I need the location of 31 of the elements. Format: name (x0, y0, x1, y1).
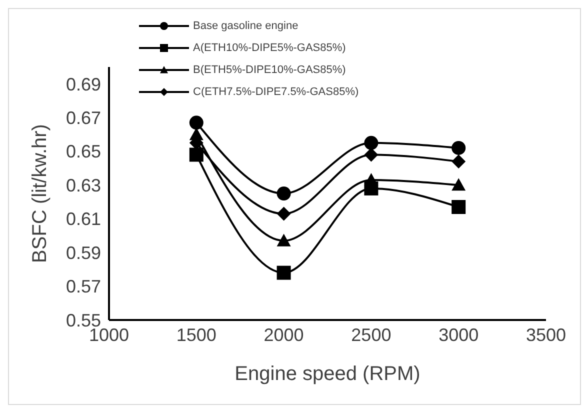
x-tick-label: 2500 (351, 324, 392, 345)
legend-label: A(ETH10%-DIPE5%-GAS85%) (193, 42, 346, 54)
x-tick-label: 2000 (264, 324, 304, 345)
legend-label: Base gasoline engine (193, 20, 298, 32)
point (189, 116, 204, 130)
y-tick-label: 0.63 (66, 175, 101, 196)
x-tick-label: 1500 (176, 324, 216, 345)
point (276, 206, 291, 221)
y-tick-label: 0.67 (66, 108, 101, 128)
point (364, 173, 378, 186)
point (276, 186, 291, 200)
x-tick-label: 3000 (438, 324, 479, 345)
point (452, 200, 466, 214)
y-tick-label: 0.61 (66, 209, 101, 230)
y-tick-label: 0.69 (66, 74, 101, 94)
point (452, 154, 466, 168)
y-axis-title: BSFC (lit/kw.hr) (29, 124, 52, 263)
y-tick-label: 0.65 (66, 142, 101, 162)
x-axis-title: Engine speed (RPM) (234, 363, 420, 385)
point (452, 140, 466, 155)
legend-label: C(ETH7.5%-DIPE7.5%-GAS85%) (193, 86, 359, 98)
point (276, 266, 291, 280)
y-tick-label: 0.59 (66, 242, 101, 263)
point (276, 234, 291, 246)
x-tick-label: 3500 (526, 324, 566, 345)
point (364, 148, 378, 162)
y-tick-label: 0.57 (66, 276, 101, 297)
point (189, 148, 204, 162)
point (364, 136, 378, 150)
legend-label: B(ETH5%-DIPE10%-GAS85%) (193, 64, 346, 76)
point (452, 178, 466, 191)
